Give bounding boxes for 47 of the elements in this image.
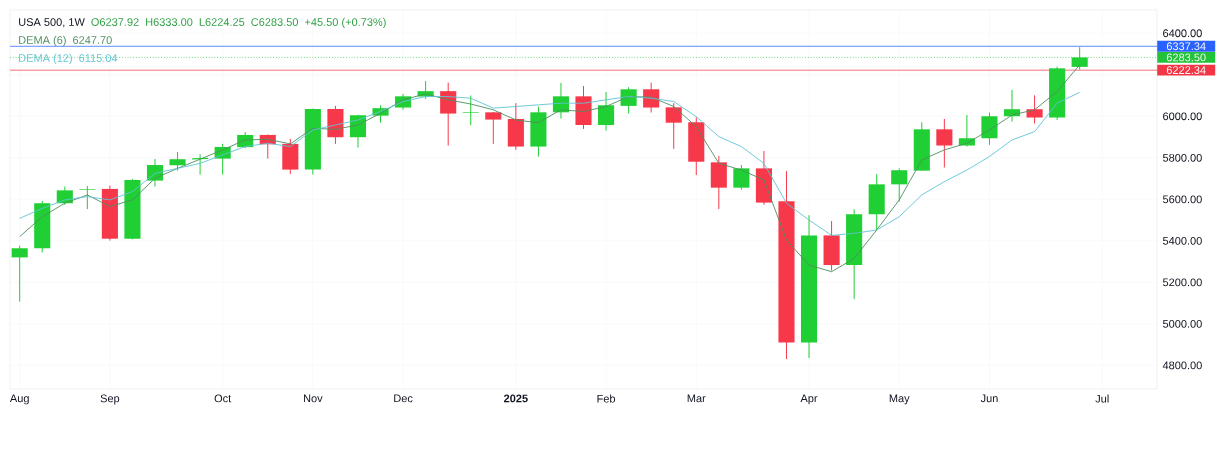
annotation: +45.50 (+0.73%) bbox=[304, 17, 386, 29]
y-tick-label: 5800.00 bbox=[1162, 153, 1202, 162]
x-tick-label: Jun bbox=[980, 394, 998, 403]
annotation: 6115.04 bbox=[79, 54, 118, 62]
x-tick-label: Dec bbox=[394, 394, 413, 403]
annotation: 6247.70 bbox=[73, 36, 112, 44]
x-tick-label: Apr bbox=[800, 394, 818, 405]
candlestick bbox=[733, 164, 750, 191]
text: DEMA (6) bbox=[19, 35, 66, 47]
y-tick-label: 5400.00 bbox=[1162, 236, 1202, 245]
candlestick bbox=[79, 185, 96, 210]
candlestick bbox=[440, 82, 457, 147]
ref-line-label: 6337.34 bbox=[1166, 42, 1206, 51]
y-tick-label: 6400.00 bbox=[1163, 29, 1202, 38]
x-tick-label: Jul bbox=[1095, 394, 1109, 403]
ref-line-label: 6222.34 bbox=[1166, 66, 1206, 75]
ref-line-label: 6283.50 bbox=[1166, 53, 1206, 62]
x-tick-label: 2025 bbox=[503, 394, 528, 403]
x-tick-label: Feb bbox=[597, 394, 616, 403]
x-tick-label: Sep bbox=[100, 394, 120, 405]
candlestick bbox=[620, 86, 637, 115]
candlestick bbox=[462, 95, 479, 126]
annotation: H6333.00 bbox=[146, 18, 193, 26]
text: DEMA (12) bbox=[19, 53, 72, 65]
x-tick-label: Mar bbox=[687, 394, 706, 403]
x-tick-label: Aug bbox=[9, 394, 29, 405]
candlestick bbox=[891, 167, 908, 203]
x-tick-label: Oct bbox=[214, 394, 232, 403]
y-tick-label: 5200.00 bbox=[1162, 278, 1202, 287]
candlestick bbox=[936, 118, 953, 169]
annotation: O6237.92 bbox=[91, 18, 139, 26]
y-tick-label: 5600.00 bbox=[1162, 195, 1202, 204]
candlestick bbox=[598, 91, 615, 132]
text: USA 500, 1W bbox=[19, 18, 85, 28]
x-tick-label: May bbox=[889, 394, 910, 405]
candlestick bbox=[169, 151, 186, 172]
candlestick bbox=[485, 111, 502, 145]
candlestick bbox=[981, 112, 998, 146]
candlestick bbox=[1026, 94, 1043, 125]
y-tick-label: 6000.00 bbox=[1163, 112, 1202, 121]
annotation: L6224.25 bbox=[199, 18, 245, 26]
y-tick-label: 4800.00 bbox=[1162, 361, 1202, 370]
candlestick bbox=[11, 245, 28, 303]
candlestick bbox=[665, 102, 682, 150]
y-tick-label: 5000.00 bbox=[1162, 319, 1202, 328]
x-tick-label: Nov bbox=[304, 394, 323, 403]
annotation: C6283.50 bbox=[251, 18, 299, 26]
